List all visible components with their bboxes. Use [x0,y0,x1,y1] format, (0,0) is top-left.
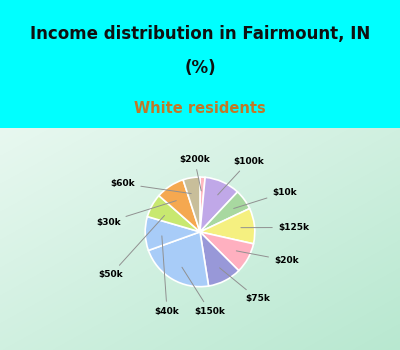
Text: $60k: $60k [111,179,191,194]
Wedge shape [183,177,200,232]
Text: $100k: $100k [218,157,264,195]
Wedge shape [159,180,200,232]
Wedge shape [200,232,254,271]
Wedge shape [200,232,239,286]
Text: $150k: $150k [182,267,225,316]
Text: $50k: $50k [99,216,164,279]
Wedge shape [147,196,200,232]
Text: $200k: $200k [179,155,210,191]
Text: White residents: White residents [134,101,266,116]
Wedge shape [200,177,238,232]
Text: $75k: $75k [220,268,270,303]
Text: (%): (%) [184,59,216,77]
Text: $30k: $30k [96,201,176,226]
Text: $40k: $40k [155,236,180,316]
Text: $125k: $125k [241,223,309,232]
Wedge shape [145,217,200,251]
Wedge shape [200,177,205,232]
Text: $20k: $20k [236,251,299,265]
Wedge shape [200,209,255,244]
Text: Income distribution in Fairmount, IN: Income distribution in Fairmount, IN [30,26,370,43]
Wedge shape [200,192,250,232]
Wedge shape [148,232,208,287]
Text: $10k: $10k [234,188,297,209]
